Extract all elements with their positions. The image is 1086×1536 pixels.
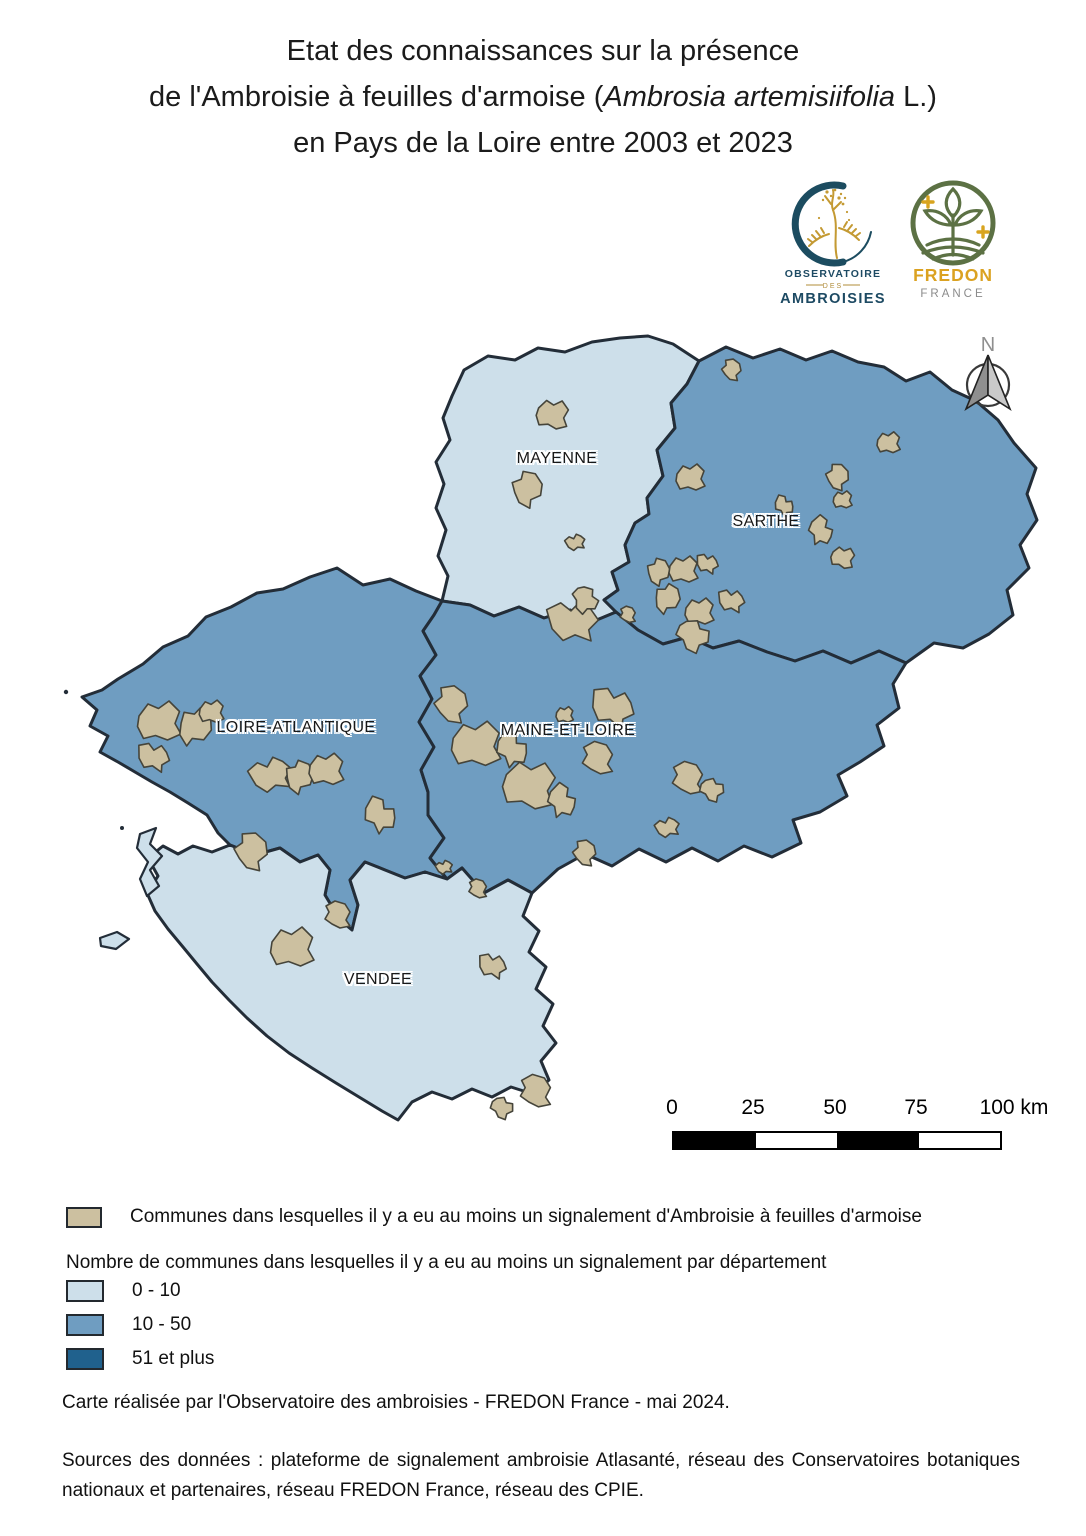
observatoire-text-2: DES <box>823 283 843 290</box>
department-maine-et-loire <box>417 599 908 895</box>
legend-class-label: 51 et plus <box>132 1348 215 1369</box>
title-line-1: Etat des connaissances sur la présence <box>286 35 800 67</box>
legend-communes-label: Communes dans lesquelles il y a eu au mo… <box>130 1206 922 1227</box>
observatoire-crescent-thin <box>842 231 872 263</box>
observatoire-logo: OBSERVATOIRE DES AMBROISIES <box>780 181 886 307</box>
legend-communes-swatch <box>66 1206 102 1228</box>
page-title: Etat des connaissances sur la présence d… <box>0 28 1086 166</box>
north-arrow-right <box>987 354 1012 412</box>
legend-class-swatch-10-50 <box>66 1314 104 1336</box>
scalebar-tick-50: 50 <box>823 1096 847 1119</box>
title-line-3: en Pays de la Loire entre 2003 et 2023 <box>293 127 793 159</box>
scalebar <box>672 1131 1002 1150</box>
legend-class-label: 0 - 10 <box>132 1280 181 1301</box>
commune-blob <box>555 706 574 723</box>
label-loire-atlantique: LOIRE-ATLANTIQUE <box>216 719 376 736</box>
fredon-plant <box>921 186 985 261</box>
fredon-circle <box>910 180 996 266</box>
legend-class-row: 51 et plus <box>66 1348 214 1370</box>
label-mayenne: MAYENNE <box>516 450 598 467</box>
scalebar-segment <box>755 1133 837 1148</box>
island-noirmoutier <box>135 826 164 898</box>
title-line-2: de l'Ambroisie à feuilles d'armoise (Amb… <box>149 81 937 113</box>
department-vendee <box>145 843 558 1122</box>
legend-class-label: 10 - 50 <box>132 1314 192 1335</box>
observatoire-text-1: OBSERVATOIRE <box>785 268 881 280</box>
scalebar-segment <box>674 1133 756 1148</box>
ambroisia-sprig <box>807 189 861 259</box>
legend-class-row: 10 - 50 <box>66 1314 191 1336</box>
legend-class-swatch-51-plus <box>66 1348 104 1370</box>
fredon-text-country: FRANCE <box>920 288 985 300</box>
islands-layer <box>63 689 164 951</box>
fredon-text-name: FREDON <box>913 265 993 285</box>
commune-blob <box>519 1073 552 1108</box>
label-maine-et-loire: MAINE-ET-LOIRE <box>500 722 636 739</box>
observatoire-text-3: AMBROISIES <box>780 291 886 307</box>
island-yeu <box>98 930 131 951</box>
scalebar-segment <box>918 1133 1000 1148</box>
north-arrow-label: N <box>981 334 995 356</box>
legend-class-row: 0 - 10 <box>66 1280 181 1302</box>
fredon-logo: FREDON FRANCE <box>910 180 996 300</box>
fredon-plus-icons <box>921 195 990 239</box>
scalebar-tick-25: 25 <box>741 1096 765 1119</box>
ambroisia-seeds <box>817 188 851 222</box>
north-arrow: N <box>964 334 1012 412</box>
scalebar-segment <box>837 1133 919 1148</box>
legend-communes-row: Communes dans lesquelles il y a eu au mo… <box>66 1206 922 1228</box>
legend-classes-title: Nombre de communes dans lesquelles il y … <box>66 1252 827 1273</box>
label-vendee: VENDEE <box>343 971 413 988</box>
scalebar-tick-100: 100 km <box>979 1096 1049 1119</box>
data-sources: Sources des données : plateforme de sign… <box>62 1450 1020 1501</box>
commune-blob <box>876 431 901 454</box>
label-sarthe: SARTHE <box>732 513 800 530</box>
commune-blob <box>832 490 853 509</box>
islet-dot <box>120 826 124 830</box>
scalebar-tick-75: 75 <box>904 1096 928 1119</box>
north-arrow-left <box>964 354 989 412</box>
map-credit: Carte réalisée par l'Observatoire des am… <box>62 1392 730 1413</box>
islet-dot <box>63 689 69 695</box>
departments-layer <box>80 334 1039 1122</box>
observatoire-crescent <box>791 181 847 267</box>
scalebar-tick-0: 0 <box>666 1096 678 1119</box>
legend-class-swatch-0-10 <box>66 1280 104 1302</box>
